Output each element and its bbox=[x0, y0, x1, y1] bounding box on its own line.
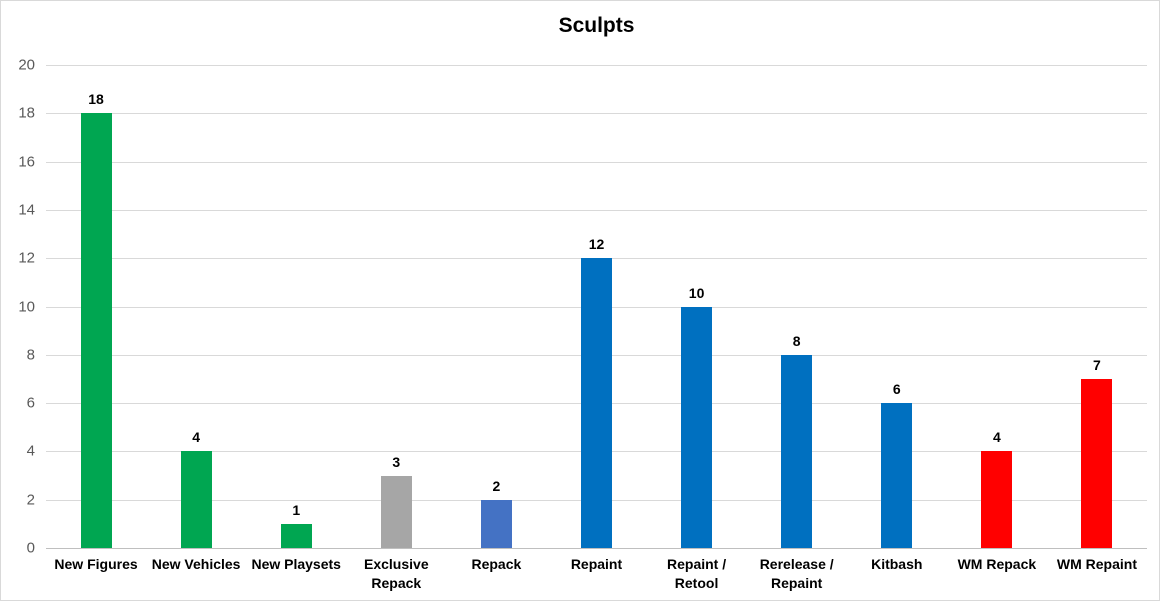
y-tick-label: 20 bbox=[18, 56, 35, 74]
y-tick-label: 8 bbox=[26, 346, 35, 364]
category-label: New Playsets bbox=[251, 556, 341, 572]
y-tick-label: 4 bbox=[26, 442, 35, 460]
category-label: WM Repaint bbox=[1056, 556, 1137, 572]
bar-value-label: 18 bbox=[88, 91, 104, 108]
bar bbox=[180, 451, 212, 548]
category-label: WM Repack bbox=[957, 556, 1037, 572]
bar bbox=[981, 451, 1013, 548]
y-tick-label: 14 bbox=[18, 201, 35, 219]
y-tick-label: 10 bbox=[18, 298, 35, 315]
bar-value-label: 6 bbox=[892, 381, 901, 398]
bar-value-label: 2 bbox=[492, 477, 501, 494]
y-axis: 0 2 4 6 8 10 12 14 16 18 20 bbox=[1, 58, 35, 556]
category-label: Repack bbox=[471, 556, 522, 572]
bar-value-label: 8 bbox=[792, 332, 801, 349]
y-tick-label: 16 bbox=[18, 153, 35, 171]
y-tick-label: 0 bbox=[26, 539, 35, 557]
bar bbox=[480, 499, 512, 548]
plot-area: 18 4 1 3 2 12 10 8 6 4 7 bbox=[46, 65, 1147, 549]
category-label: New Figures bbox=[54, 556, 138, 572]
bar bbox=[681, 306, 713, 548]
bar bbox=[781, 354, 813, 548]
gridline bbox=[46, 113, 1147, 115]
bar bbox=[881, 403, 913, 548]
category-label: Exclusive Repack bbox=[364, 556, 429, 591]
bar bbox=[80, 113, 112, 548]
bar-value-label: 12 bbox=[588, 236, 605, 253]
bar-value-label: 10 bbox=[688, 284, 705, 301]
category-label: Rerelease / Repaint bbox=[759, 556, 834, 591]
x-axis-line bbox=[46, 548, 1147, 549]
y-tick-label: 6 bbox=[26, 394, 35, 412]
gridline bbox=[46, 161, 1147, 163]
bar-value-label: 7 bbox=[1093, 356, 1101, 373]
bar bbox=[280, 523, 312, 548]
category-label: Kitbash bbox=[871, 556, 923, 572]
bar-value-label: 3 bbox=[392, 453, 401, 470]
y-tick-label: 2 bbox=[26, 491, 35, 509]
y-tick-label: 12 bbox=[18, 249, 35, 267]
category-label: Repaint / Retool bbox=[667, 556, 727, 591]
x-axis: New Figures New Vehicles New Playsets Exclu… bbox=[46, 555, 1147, 599]
gridline bbox=[46, 209, 1147, 211]
bar bbox=[380, 475, 412, 548]
bar bbox=[1081, 378, 1113, 548]
category-label: Repaint bbox=[570, 556, 623, 572]
bar-value-label: 4 bbox=[192, 429, 201, 446]
bar-value-label: 1 bbox=[292, 501, 301, 518]
bar bbox=[581, 258, 612, 548]
category-label: New Vehicles bbox=[151, 556, 241, 572]
gridline bbox=[46, 65, 1147, 66]
bar-value-label: 4 bbox=[992, 429, 1001, 446]
y-tick-label: 18 bbox=[18, 104, 35, 122]
chart-title: Sculpts bbox=[558, 14, 635, 37]
